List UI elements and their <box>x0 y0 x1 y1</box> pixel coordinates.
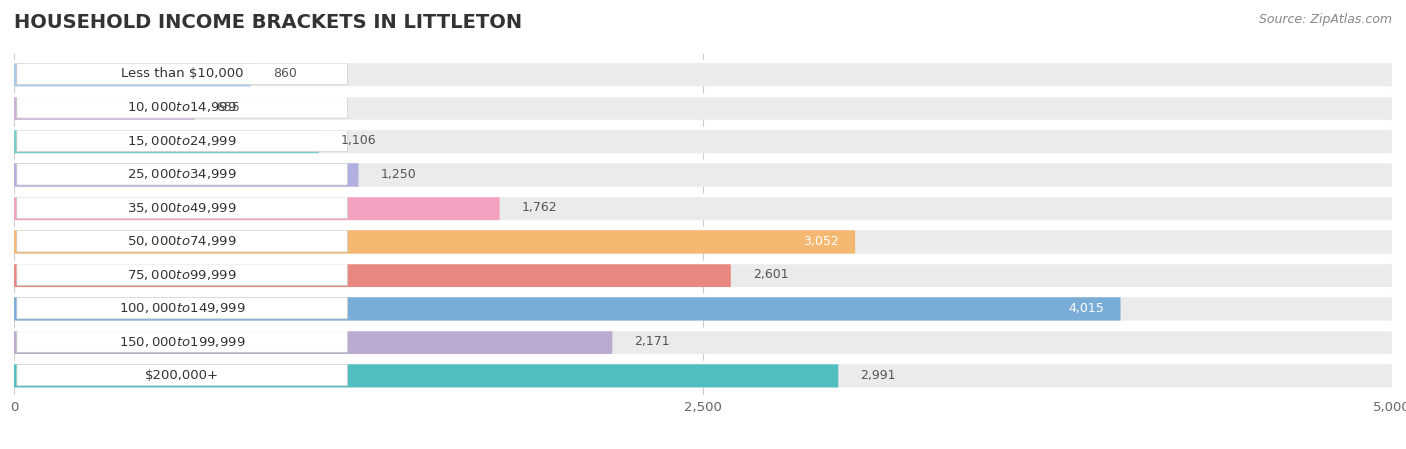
FancyBboxPatch shape <box>17 197 347 219</box>
FancyBboxPatch shape <box>14 363 838 387</box>
FancyBboxPatch shape <box>17 130 347 152</box>
Text: $100,000 to $149,999: $100,000 to $149,999 <box>120 301 246 315</box>
FancyBboxPatch shape <box>14 95 194 120</box>
FancyBboxPatch shape <box>14 162 1392 187</box>
FancyBboxPatch shape <box>14 62 252 86</box>
FancyBboxPatch shape <box>17 331 347 352</box>
Text: HOUSEHOLD INCOME BRACKETS IN LITTLETON: HOUSEHOLD INCOME BRACKETS IN LITTLETON <box>14 13 522 32</box>
Text: $150,000 to $199,999: $150,000 to $199,999 <box>120 335 246 348</box>
FancyBboxPatch shape <box>17 297 347 319</box>
Text: 655: 655 <box>217 101 240 114</box>
FancyBboxPatch shape <box>14 329 613 354</box>
FancyBboxPatch shape <box>14 128 1392 153</box>
Text: 860: 860 <box>273 67 297 80</box>
FancyBboxPatch shape <box>14 195 499 220</box>
Text: $25,000 to $34,999: $25,000 to $34,999 <box>128 167 238 181</box>
Text: 1,762: 1,762 <box>522 201 557 214</box>
FancyBboxPatch shape <box>14 95 1392 120</box>
FancyBboxPatch shape <box>17 63 347 85</box>
Text: 2,171: 2,171 <box>634 335 671 348</box>
FancyBboxPatch shape <box>14 229 855 254</box>
FancyBboxPatch shape <box>14 262 731 287</box>
FancyBboxPatch shape <box>14 296 1392 321</box>
FancyBboxPatch shape <box>14 195 1392 220</box>
Text: Less than $10,000: Less than $10,000 <box>121 67 243 80</box>
FancyBboxPatch shape <box>14 329 1392 354</box>
FancyBboxPatch shape <box>17 163 347 185</box>
Text: 1,106: 1,106 <box>340 134 377 147</box>
Text: $50,000 to $74,999: $50,000 to $74,999 <box>128 234 238 248</box>
FancyBboxPatch shape <box>14 262 1392 287</box>
Text: $10,000 to $14,999: $10,000 to $14,999 <box>128 101 238 114</box>
FancyBboxPatch shape <box>17 97 347 118</box>
Text: $35,000 to $49,999: $35,000 to $49,999 <box>128 201 238 215</box>
FancyBboxPatch shape <box>17 230 347 252</box>
FancyBboxPatch shape <box>14 128 319 153</box>
FancyBboxPatch shape <box>17 364 347 386</box>
FancyBboxPatch shape <box>14 363 1392 387</box>
Text: 4,015: 4,015 <box>1069 302 1104 315</box>
FancyBboxPatch shape <box>14 162 359 187</box>
Text: $75,000 to $99,999: $75,000 to $99,999 <box>128 268 238 282</box>
Text: 2,991: 2,991 <box>860 369 896 382</box>
Text: $15,000 to $24,999: $15,000 to $24,999 <box>128 134 238 148</box>
FancyBboxPatch shape <box>14 62 1392 86</box>
Text: $200,000+: $200,000+ <box>145 369 219 382</box>
Text: 2,601: 2,601 <box>752 268 789 281</box>
FancyBboxPatch shape <box>14 229 1392 254</box>
FancyBboxPatch shape <box>17 264 347 286</box>
Text: 1,250: 1,250 <box>381 168 416 181</box>
Text: Source: ZipAtlas.com: Source: ZipAtlas.com <box>1258 13 1392 26</box>
FancyBboxPatch shape <box>14 296 1121 321</box>
Text: 3,052: 3,052 <box>803 235 838 248</box>
